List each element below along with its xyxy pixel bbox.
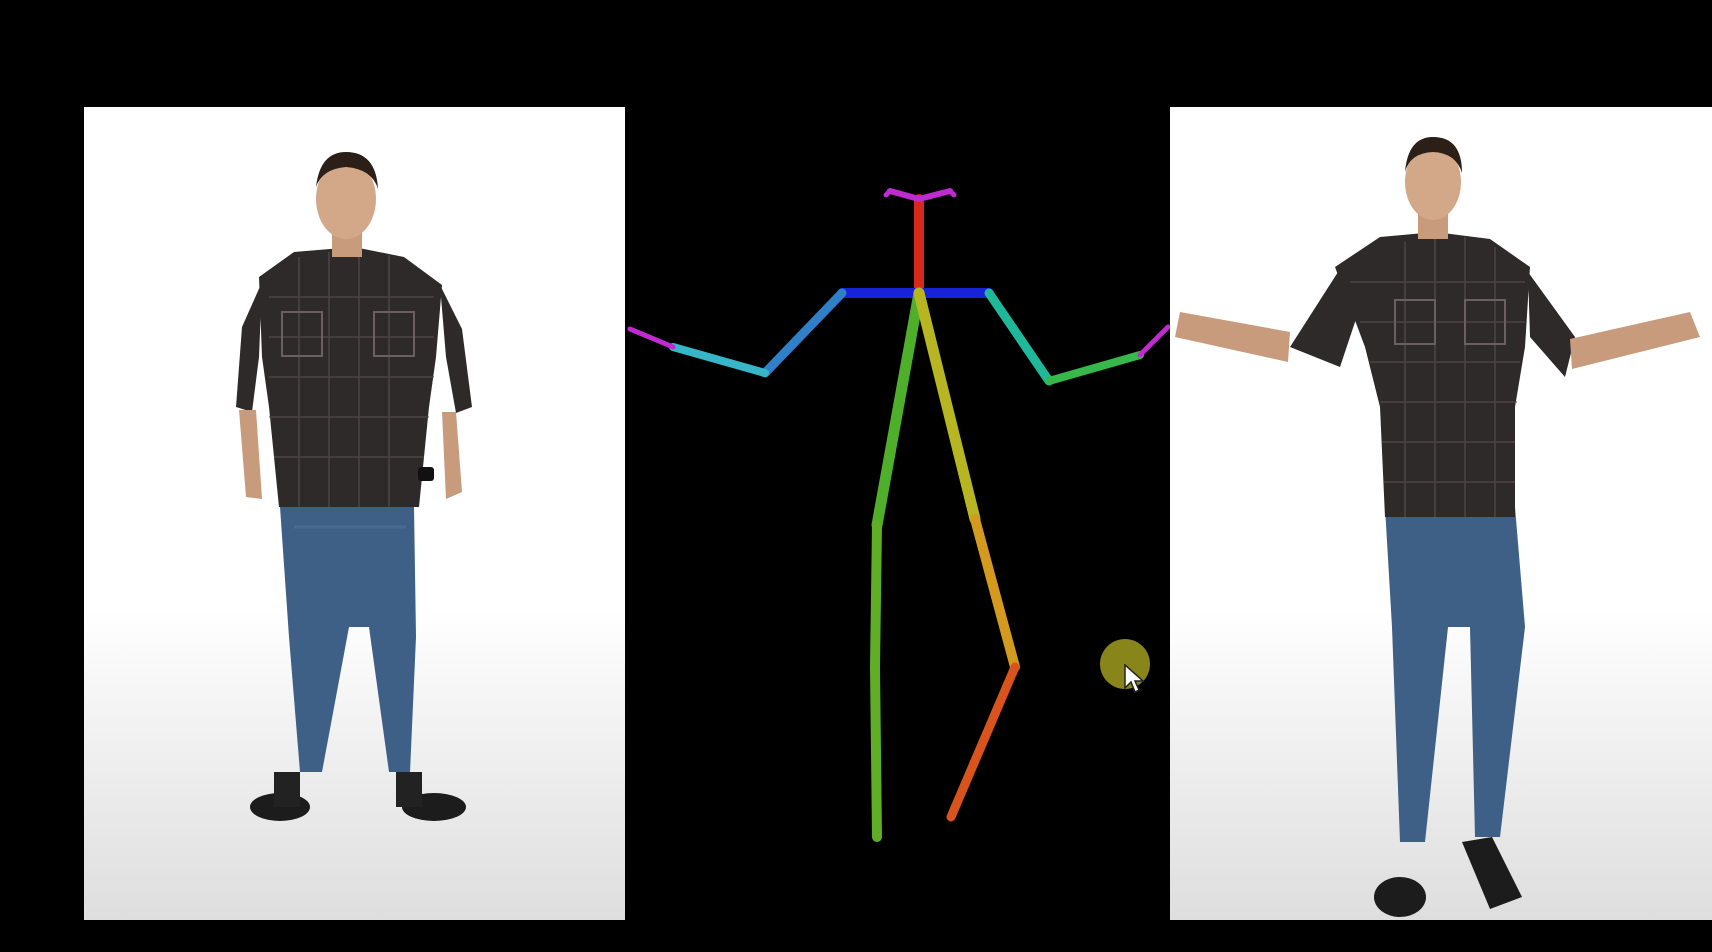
skeleton-right-shin	[870, 662, 882, 842]
skeleton-right-thigh	[871, 287, 925, 531]
pose-skeleton	[627, 188, 1170, 842]
skeleton-right-forearm	[669, 343, 769, 377]
skeleton-left-thigh	[913, 287, 981, 525]
skeleton-right-upper-arm	[760, 288, 847, 378]
skeleton-left-forearm	[1045, 351, 1144, 385]
reference-image-panel	[84, 107, 625, 920]
skeleton-left-shin-lower	[946, 662, 1020, 822]
generated-person-illustration	[1175, 137, 1700, 917]
skeleton-right-shin	[870, 520, 882, 672]
skeleton-left-shin-upper	[970, 514, 1020, 672]
skeleton-right-hand	[627, 326, 676, 350]
skeleton-left-hand	[1137, 324, 1170, 358]
skeleton-face-bone	[916, 188, 953, 202]
pose-skeleton-panel	[625, 107, 1170, 920]
mouse-pointer-icon	[1124, 664, 1145, 694]
reference-person-illustration	[236, 152, 472, 821]
skeleton-face-bone	[883, 188, 893, 198]
skeleton-face-bone	[947, 188, 957, 198]
generated-image-panel	[1170, 107, 1712, 920]
skeleton-face-bone	[887, 188, 922, 202]
skeleton-left-upper-arm	[984, 288, 1054, 386]
